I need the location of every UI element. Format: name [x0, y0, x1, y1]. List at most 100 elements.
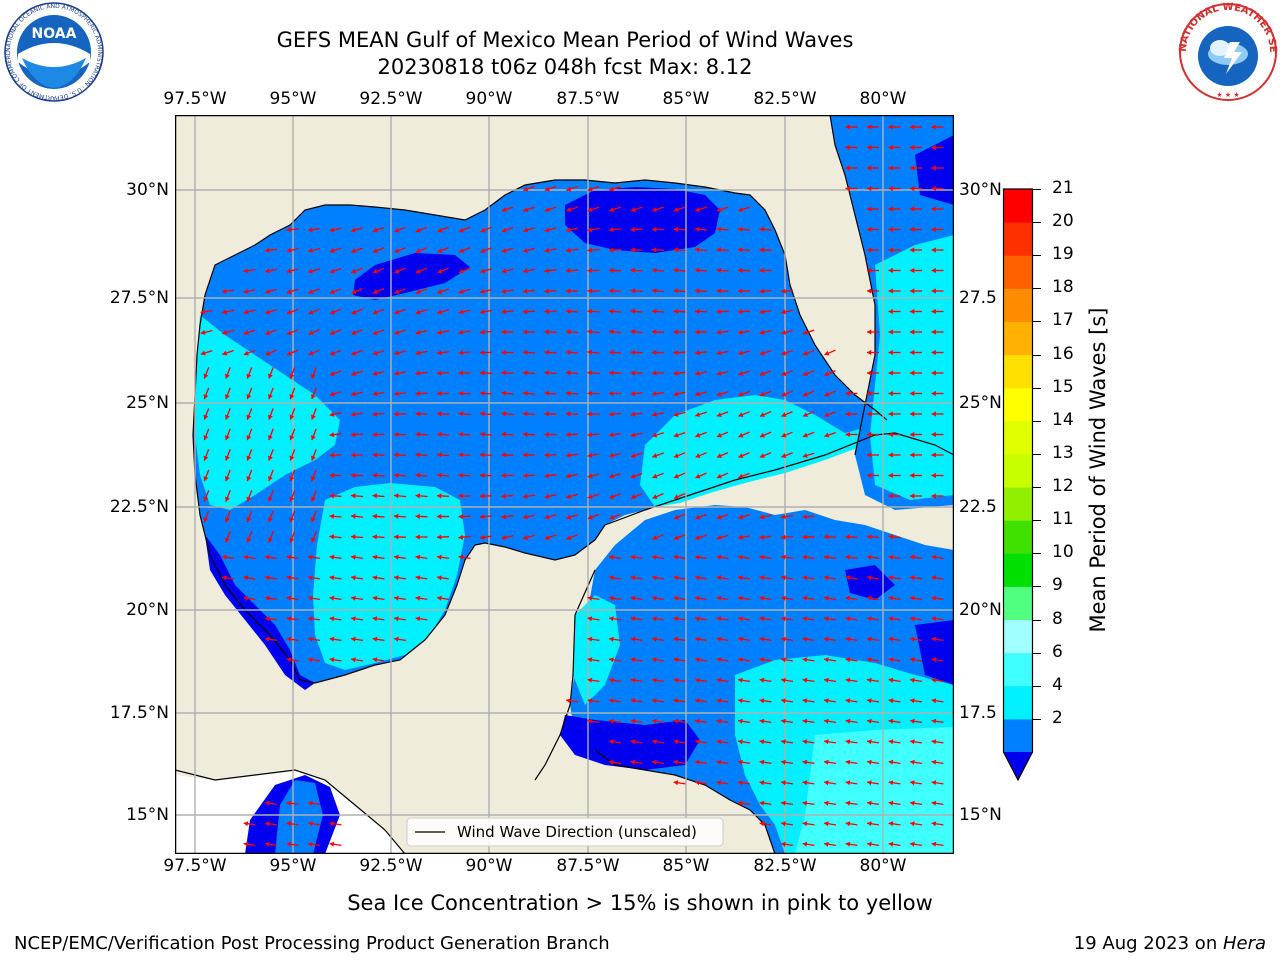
wind-arrow-head — [652, 677, 657, 683]
wind-arrow-head — [845, 390, 850, 397]
wind-arrow-head — [609, 247, 614, 253]
wind-arrow-head — [286, 841, 292, 847]
wind-arrow-head — [759, 309, 765, 315]
wind-arrow-head — [759, 226, 764, 232]
wind-arrow-head — [437, 534, 442, 540]
wind-arrow-head — [931, 390, 936, 397]
wind-arrow-head — [523, 390, 528, 396]
wind-arrow-head — [695, 308, 700, 314]
wind-arrow-head — [566, 452, 571, 458]
wind-arrow-head — [351, 636, 356, 642]
wind-arrow-head — [566, 268, 571, 274]
wind-arrow-head — [243, 554, 249, 560]
wind-arrow-head — [760, 412, 765, 417]
wind-arrow-head — [910, 144, 915, 151]
wind-arrow-head — [351, 595, 356, 601]
wind-arrow-head — [458, 554, 464, 560]
wind-arrow-head — [759, 453, 765, 458]
lon-tick-top: 95°W — [269, 89, 317, 109]
wind-arrow-head — [760, 432, 765, 438]
wind-arrow-head — [867, 698, 872, 704]
wind-arrow-head — [415, 391, 420, 397]
wind-arrow-head — [652, 391, 657, 397]
wind-arrow-head — [351, 432, 356, 438]
wind-arrow-head — [802, 350, 808, 356]
wind-arrow-head — [738, 350, 743, 356]
wind-arrow-head — [652, 554, 657, 560]
wind-arrow-head — [222, 350, 228, 356]
wind-arrow-head — [351, 493, 356, 499]
wind-arrow-head — [308, 800, 313, 806]
wind-arrow-head — [265, 330, 271, 335]
wind-arrow-head — [351, 575, 356, 581]
wind-arrow-head — [609, 349, 614, 355]
wind-arrow-head — [415, 350, 421, 356]
wind-arrow-head — [544, 411, 549, 417]
wind-arrow-head — [695, 350, 700, 356]
wind-arrow-head — [523, 247, 528, 253]
wind-arrow-head — [738, 329, 743, 335]
colorbar-tick-label: 8 — [1052, 608, 1063, 629]
wind-arrow-head — [265, 595, 270, 601]
wind-arrow-head — [329, 371, 335, 376]
wind-arrow-head — [609, 657, 614, 663]
map-title-line2: 20230818 t06z 048h fcst Max: 8.12 — [377, 55, 753, 79]
wind-arrow-head — [781, 698, 786, 704]
wind-arrow-head — [437, 554, 442, 560]
wind-arrow-head — [286, 268, 292, 274]
wind-arrow-head — [394, 452, 399, 458]
wind-arrow-head — [415, 309, 421, 315]
wind-arrow-head — [394, 472, 399, 478]
wind-arrow-head — [287, 350, 292, 356]
wind-arrow-head — [695, 677, 700, 683]
map-title-line1: GEFS MEAN Gulf of Mexico Mean Period of … — [276, 28, 854, 52]
wind-arrow-head — [910, 267, 915, 274]
wind-arrow-head — [738, 718, 743, 724]
wind-arrow-head — [931, 739, 937, 745]
wind-arrow-head — [523, 309, 528, 315]
wind-arrow-head — [888, 267, 893, 274]
wind-arrow-head — [286, 247, 292, 253]
wind-arrow-head — [695, 514, 701, 520]
wind-arrow-head — [609, 677, 614, 683]
wind-arrow-head — [372, 657, 378, 663]
wind-arrow-head — [867, 267, 872, 274]
wind-arrow-head — [781, 391, 787, 397]
wind-arrow-head — [311, 414, 316, 420]
wind-arrow-head — [738, 226, 743, 232]
wind-arrow-head — [351, 391, 356, 397]
wind-arrow-head — [802, 453, 808, 458]
wind-arrow-head — [203, 455, 209, 461]
wind-arrow-head — [523, 452, 528, 458]
wind-arrow-head — [673, 657, 679, 663]
colorbar-band — [1004, 553, 1032, 587]
wind-arrow-head — [824, 677, 829, 683]
wind-arrow-head — [910, 759, 915, 765]
wind-arrow-head — [910, 247, 915, 253]
colorbar-band — [1004, 718, 1032, 753]
colorbar-band — [1004, 487, 1032, 521]
wind-arrow-head — [888, 780, 894, 786]
wind-arrow-head — [329, 513, 334, 519]
wind-arrow-head — [437, 309, 443, 315]
wind-arrow-head — [673, 535, 679, 540]
wind-arrow-head — [587, 370, 592, 376]
wind-arrow-head — [867, 718, 872, 724]
wind-arrow-head — [910, 411, 915, 417]
wind-arrow-head — [781, 432, 787, 438]
wind-arrow-head — [716, 780, 722, 786]
colorbar-tick-label: 14 — [1052, 409, 1074, 430]
colorbar-label: Mean Period of Wind Waves [s] — [1086, 307, 1110, 633]
wind-arrow-head — [695, 698, 700, 704]
wind-arrow-head — [802, 575, 808, 581]
wind-arrow-head — [759, 595, 765, 601]
wind-arrow-head — [587, 616, 593, 622]
wind-arrow-head — [566, 329, 571, 335]
wind-arrow-head — [203, 435, 209, 441]
wind-arrow-head — [566, 535, 572, 540]
lat-tick-left: 30°N — [126, 180, 169, 200]
wind-arrow-head — [243, 821, 249, 827]
wind-arrow-head — [501, 452, 506, 458]
colorbar-tick-label: 16 — [1052, 343, 1074, 364]
wind-arrow-head — [329, 554, 335, 560]
